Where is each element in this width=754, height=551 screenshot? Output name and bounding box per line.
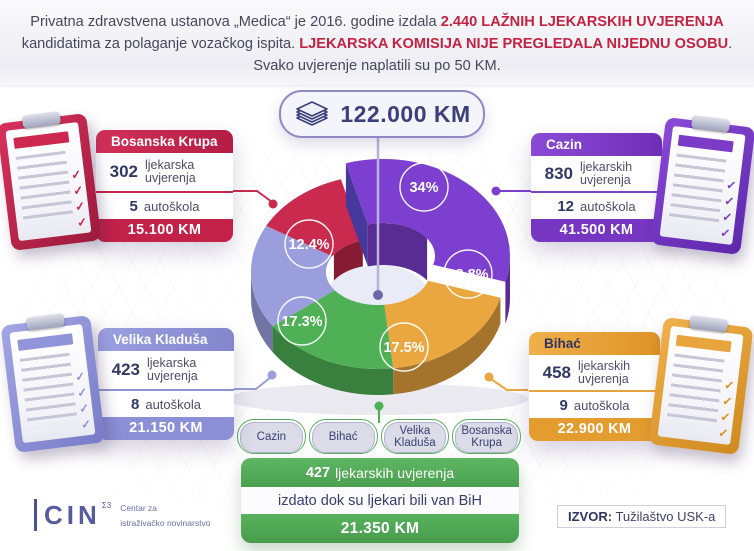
cin-logo: CIN Σ3 Centar za istraživačko novinarstv…: [34, 499, 210, 531]
check-icon: [718, 427, 729, 440]
schools-count: 5: [129, 197, 138, 215]
clipboard-icon-velika-kladusa: [0, 313, 106, 454]
certificates-count: 302: [109, 162, 138, 181]
headline-strip: Privatna zdravstvena ustanova „Medica“ j…: [0, 0, 754, 85]
check-icon: [71, 168, 82, 181]
chip-bosanska-krupa: Bosanska Krupa: [452, 419, 521, 454]
schools-label: autoškola: [143, 198, 200, 214]
logo-bar: [34, 499, 37, 531]
certificates-label: ljekarskih uvjerenja: [578, 358, 631, 386]
check-icon: [76, 216, 87, 229]
check-icon: [726, 179, 737, 192]
schools-label: autoškola: [145, 396, 201, 412]
card-amount: 22.900 KM: [529, 418, 660, 441]
check-icon: [75, 370, 86, 383]
clipboard-icon-cazin: [650, 115, 754, 256]
abroad-amount: 21.350 KM: [241, 514, 519, 543]
logo-subtitle-1: Centar za: [120, 502, 158, 513]
certificates-count: 830: [544, 163, 573, 183]
card-city-title: Velika Kladuša: [98, 328, 234, 351]
source-label: IZVOR:: [568, 509, 613, 524]
money-stack-icon: [296, 101, 329, 126]
total-amount-badge: 122.000 KM: [279, 90, 485, 138]
headline-line2-highlight: LJEKARSKA KOMISIJA NIJE PREGLEDALA NIJED…: [299, 36, 729, 52]
abroad-summary-box: 427 ljekarskih uvjerenja izdato dok su l…: [241, 458, 519, 543]
check-icon: [72, 184, 83, 197]
check-icon: [724, 195, 735, 208]
abroad-cities-chip-group: Cazin Bihać Velika Kladuša Bosanska Krup…: [237, 419, 521, 454]
headline-line3: Svako uvjerenje naplatili su po 50 KM.: [253, 58, 501, 74]
schools-count: 8: [131, 395, 140, 413]
certificates-count: 423: [111, 360, 140, 379]
source-value: Tužilaštvo USK-a: [615, 509, 716, 524]
chip-velika-kladusa: Velika Kladuša: [380, 419, 450, 454]
clipboard-icon-bosanska-krupa: [0, 111, 102, 252]
logo-subtitle-2: istraživačko novinarstvo: [120, 517, 211, 528]
card-bosanska-krupa: Bosanska Krupa 302 ljekarska uvjerenja 5…: [96, 130, 233, 242]
total-amount: 122.000 KM: [340, 100, 471, 127]
clipboard-icon-bihac: [648, 315, 754, 456]
headline-text: Privatna zdravstvena ustanova „Medica“ j…: [21, 14, 733, 74]
card-divider: [531, 191, 662, 193]
certificates-count: 458: [542, 362, 571, 382]
check-icon: [74, 200, 85, 213]
headline-line2: kandidatima za polaganje vozačkog ispita…: [21, 36, 300, 52]
card-amount: 21.150 KM: [98, 417, 234, 440]
chip-cazin: Cazin: [237, 419, 306, 454]
card-cazin: Cazin 830 ljekarskih uvjerenja 12 autošk…: [531, 133, 662, 242]
abroad-certificates-label: ljekarskih uvjerenja: [335, 464, 455, 481]
card-amount: 41.500 KM: [531, 219, 662, 242]
logo-text: CIN: [44, 500, 101, 530]
source-box: IZVOR: Tužilaštvo USK-a: [557, 505, 727, 528]
card-city-title: Cazin: [531, 133, 662, 156]
headline-line1-highlight: 2.440 LAŽNIH LJEKARSKIH UVJERENJA: [440, 14, 724, 30]
chip-bihac: Bihać: [308, 419, 378, 454]
card-city-title: Bosanska Krupa: [96, 130, 233, 153]
check-icon: [76, 386, 87, 399]
card-bihac: Bihać 458 ljekarskih uvjerenja 9 autoško…: [529, 332, 660, 441]
certificates-label: ljekarska uvjerenja: [147, 356, 198, 383]
check-icon: [722, 395, 733, 408]
card-divider: [98, 389, 234, 391]
card-velika-kladusa: Velika Kladuša 423 ljekarska uvjerenja 8…: [98, 328, 234, 440]
abroad-certificates-count: 427: [305, 464, 331, 481]
certificates-label: ljekarska uvjerenja: [145, 158, 196, 185]
check-icon: [720, 227, 731, 240]
card-divider: [529, 390, 660, 392]
card-city-title: Bihać: [529, 332, 660, 355]
check-icon: [722, 211, 733, 224]
headline-line1: Privatna zdravstvena ustanova „Medica“ j…: [30, 14, 441, 30]
card-amount: 15.100 KM: [96, 219, 233, 242]
schools-label: autoškola: [580, 198, 636, 214]
card-divider: [96, 191, 233, 193]
abroad-certificates-row: 427 ljekarskih uvjerenja: [241, 458, 519, 487]
logo-mark: Σ3: [101, 501, 112, 510]
schools-count: 12: [557, 197, 575, 215]
check-icon: [80, 418, 91, 431]
abroad-note: izdato dok su ljekari bili van BiH: [241, 487, 519, 514]
check-icon: [78, 402, 89, 415]
check-icon: [720, 411, 731, 424]
certificates-label: ljekarskih uvjerenja: [580, 159, 633, 187]
check-icon: [724, 379, 735, 392]
schools-label: autoškola: [573, 397, 630, 413]
schools-count: 9: [559, 396, 568, 414]
